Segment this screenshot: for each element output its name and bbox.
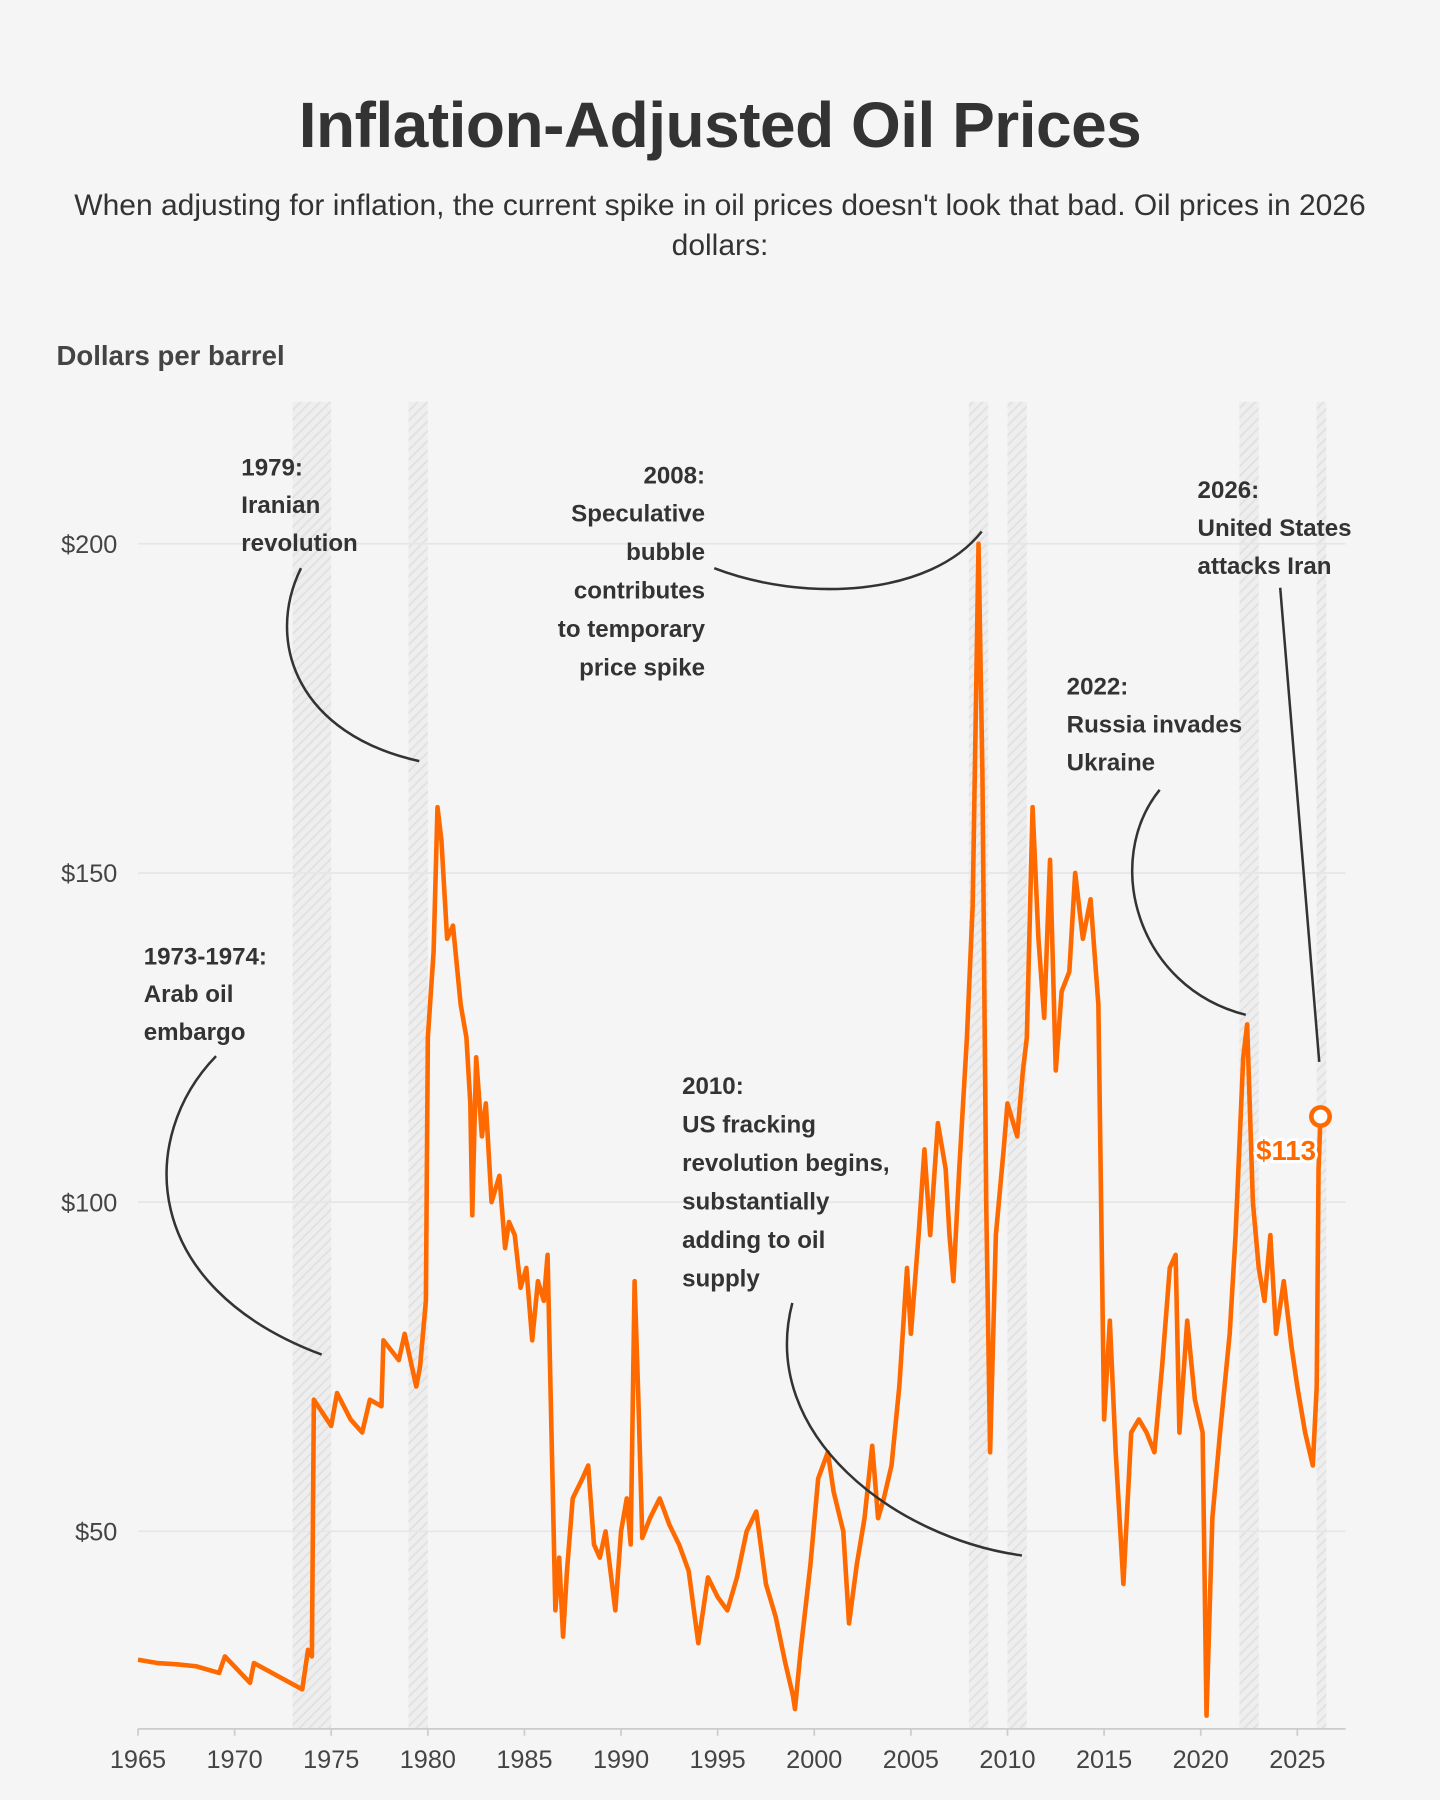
x-tick-label: 2010 xyxy=(979,1746,1035,1774)
annotation-text: substantially xyxy=(682,1188,830,1215)
annotation-connector xyxy=(165,1055,323,1356)
end-marker xyxy=(1309,1105,1332,1129)
annotation-connector xyxy=(285,567,420,763)
annotation-text: bubble xyxy=(626,539,705,566)
annotation-text: 1979: xyxy=(241,454,303,481)
x-tick-label: 1970 xyxy=(207,1746,263,1774)
y-tick-label: $50 xyxy=(75,1519,117,1547)
annotation-text: United States xyxy=(1198,515,1352,542)
annotation-text: embargo xyxy=(144,1019,246,1046)
y-tick-label: $200 xyxy=(61,531,117,559)
annotation-text: revolution begins, xyxy=(682,1150,890,1177)
annotation-text: to temporary xyxy=(558,616,706,643)
y-tick-label: $150 xyxy=(61,860,117,888)
x-tick-label: 1995 xyxy=(690,1746,746,1774)
annotation-text: supply xyxy=(682,1265,760,1292)
x-tick-label: 2000 xyxy=(786,1746,842,1774)
chart-subtitle: When adjusting for inflation, the curren… xyxy=(74,189,1366,262)
annotation-connector xyxy=(713,530,983,591)
annotation-text: Iranian xyxy=(241,492,320,519)
annotation-text: price spike xyxy=(579,655,705,682)
annotation-text: attacks Iran xyxy=(1198,553,1332,580)
annotation-text: contributes xyxy=(574,578,705,605)
y-tick-label: $100 xyxy=(61,1189,117,1217)
annotation-connector xyxy=(785,1302,1023,1557)
highlight-band xyxy=(408,401,428,1729)
annotation-text: Ukraine xyxy=(1067,749,1155,776)
x-tick-label: 2005 xyxy=(883,1746,939,1774)
annotation-connector xyxy=(1130,789,1247,1017)
annotation-text: Arab oil xyxy=(144,981,234,1008)
x-tick-label: 2025 xyxy=(1269,1746,1325,1774)
highlight-band xyxy=(1316,401,1327,1729)
chart-title: Inflation-Adjusted Oil Prices xyxy=(298,89,1142,161)
x-tick-label: 1980 xyxy=(400,1746,456,1774)
x-tick-label: 2020 xyxy=(1173,1746,1229,1774)
x-tick-label: 1965 xyxy=(110,1746,166,1774)
price-line xyxy=(137,541,1323,1718)
annotation-connector xyxy=(1278,587,1321,1062)
y-axis-label: Dollars per barrel xyxy=(56,340,284,371)
annotation-text: revolution xyxy=(241,530,357,557)
header: Inflation-Adjusted Oil Prices When adjus… xyxy=(0,0,1440,266)
annotation-text: 2008: xyxy=(643,462,705,489)
annotation-text: adding to oil xyxy=(682,1227,825,1254)
x-tick-label: 1990 xyxy=(593,1746,649,1774)
annotation-text: 2026: xyxy=(1198,477,1260,504)
annotation-text: 2022: xyxy=(1067,674,1129,701)
annotation-text: Speculative xyxy=(571,501,705,528)
annotation-text: 1973-1974: xyxy=(144,943,267,970)
end-value-label: $113 xyxy=(1256,1135,1316,1166)
annotation-text: 2010: xyxy=(682,1073,744,1100)
annotation-text: US fracking xyxy=(682,1111,816,1138)
x-tick-label: 2015 xyxy=(1076,1746,1132,1774)
highlight-band xyxy=(1007,401,1027,1729)
annotation-text: Russia invades xyxy=(1067,711,1242,738)
x-tick-label: 1985 xyxy=(496,1746,552,1774)
x-tick-label: 1975 xyxy=(303,1746,359,1774)
